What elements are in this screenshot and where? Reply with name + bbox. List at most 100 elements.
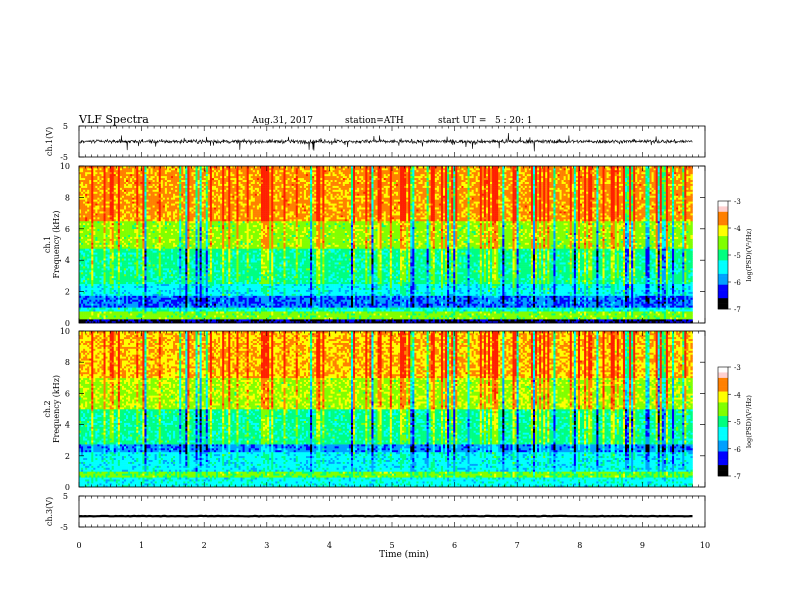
spectrogram-cell [93, 303, 95, 305]
spectrogram-cell [144, 180, 146, 182]
spectrogram-cell [97, 272, 99, 274]
spectrogram-cell [101, 193, 103, 195]
spectrogram-cell [95, 299, 97, 301]
spectrogram-cell [132, 215, 134, 217]
spectrogram-cell [126, 250, 128, 252]
spectrogram-cell [87, 290, 89, 292]
spectrogram-cell [101, 272, 103, 274]
spectrogram-cell [81, 301, 83, 303]
spectrogram-cell [132, 174, 134, 176]
spectrogram-cell [91, 262, 93, 264]
spectrogram-cell [149, 268, 151, 270]
spectrogram-cell [120, 205, 122, 207]
spectrogram-cell [144, 172, 146, 174]
spectrogram-cell [112, 252, 114, 254]
spectrogram-cell [114, 272, 116, 274]
spectrogram-cell [144, 319, 146, 321]
spectrogram-cell [142, 170, 144, 172]
spectrogram-cell [132, 192, 134, 194]
spectrogram-cell [149, 303, 151, 305]
spectrogram-cell [83, 282, 85, 284]
spectrogram-cell [126, 296, 128, 298]
spectrogram-cell [134, 254, 136, 256]
spectrogram-cell [91, 270, 93, 272]
spectrogram-cell [85, 237, 87, 239]
spectrogram-cell [144, 193, 146, 195]
spectrogram-cell [89, 319, 91, 321]
spectrogram-cell [120, 260, 122, 262]
spectrogram-cell [122, 186, 124, 188]
spectrogram-cell [122, 188, 124, 190]
spectrogram-cell [142, 184, 144, 186]
spectrogram-cell [99, 195, 101, 197]
spectrogram-cell [151, 294, 153, 296]
spectrogram-cell [153, 284, 155, 286]
spectrogram-cell [101, 246, 103, 248]
spectrogram-cell [101, 229, 103, 231]
spectrogram-cell [95, 207, 97, 209]
spectrogram-cell [116, 288, 118, 290]
spectrogram-cell [106, 319, 108, 321]
spectrogram-cell [89, 219, 91, 221]
spectrogram-cell [120, 197, 122, 199]
spectrogram-cell [114, 172, 116, 174]
spectrogram-cell [146, 199, 148, 201]
spectrogram-cell [114, 290, 116, 292]
spectrogram-cell [144, 315, 146, 317]
spectrogram-cell [85, 213, 87, 215]
spectrogram-cell [106, 290, 108, 292]
spectrogram-cell [97, 221, 99, 223]
spectrogram-cell [130, 276, 132, 278]
spectrogram-cell [151, 305, 153, 307]
spectrogram-cell [91, 245, 93, 247]
spectrogram-cell [138, 266, 140, 268]
spectrogram-cell [140, 233, 142, 235]
spectrogram-cell [106, 303, 108, 305]
spectrogram-cell [110, 207, 112, 209]
spectrogram-cell [106, 245, 108, 247]
spectrogram-cell [95, 250, 97, 252]
spectrogram-cell [130, 239, 132, 241]
spectrogram-cell [97, 252, 99, 254]
spectrogram-cell [153, 250, 155, 252]
spectrogram-cell [114, 245, 116, 247]
spectrogram-cell [116, 176, 118, 178]
spectrogram-cell [126, 286, 128, 288]
spectrogram-cell [89, 223, 91, 225]
spectrogram-cell [149, 227, 151, 229]
spectrogram-cell [146, 301, 148, 303]
spectrogram-cell [104, 264, 106, 266]
spectrogram-cell [122, 246, 124, 248]
spectrogram-cell [140, 252, 142, 254]
spectrogram-cell [110, 305, 112, 307]
spectrogram-cell [95, 301, 97, 303]
spectrogram-cell [93, 213, 95, 215]
spectrogram-cell [140, 286, 142, 288]
spectrogram-cell [142, 207, 144, 209]
spectrogram-cell [144, 178, 146, 180]
spectrogram-cell [128, 248, 130, 250]
spectrogram-cell [144, 286, 146, 288]
spectrogram-cell [101, 182, 103, 184]
spectrogram-cell [112, 172, 114, 174]
spectrogram-cell [128, 303, 130, 305]
spectrogram-cell [151, 276, 153, 278]
spectrogram-cell [136, 223, 138, 225]
spectrogram-cell [120, 225, 122, 227]
spectrogram-cell [140, 311, 142, 313]
spectrogram-cell [108, 317, 110, 319]
spectrogram-cell [87, 315, 89, 317]
spectrogram-cell [132, 199, 134, 201]
spectrogram-cell [138, 256, 140, 258]
spectrogram-cell [93, 268, 95, 270]
spectrogram-cell [112, 248, 114, 250]
spectrogram-cell [83, 296, 85, 298]
spectrogram-cell [142, 229, 144, 231]
spectrogram-cell [112, 296, 114, 298]
spectrogram-cell [112, 258, 114, 260]
spectrogram-cell [97, 237, 99, 239]
spectrogram-cell [106, 258, 108, 260]
spectrogram-cell [91, 282, 93, 284]
spectrogram-cell [91, 217, 93, 219]
spectrogram-cell [149, 262, 151, 264]
